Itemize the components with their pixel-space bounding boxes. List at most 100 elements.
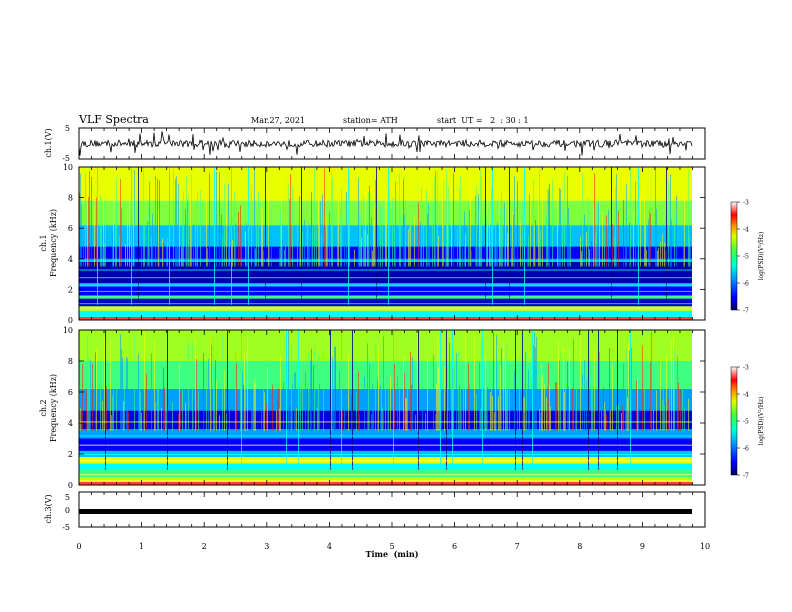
- spectrogram-streak: [656, 390, 657, 431]
- spectrogram-streak: [435, 414, 436, 431]
- spectrogram-streak: [155, 176, 156, 267]
- ch1-spectrogram-yticks: 0 2 4 6 8 10: [63, 163, 705, 325]
- spectrogram-streak: [492, 395, 493, 431]
- spectrogram-streak: [406, 398, 407, 431]
- spectrogram-streak: [316, 216, 317, 267]
- spectrogram-streak: [500, 208, 501, 267]
- spectrogram-streak: [592, 379, 593, 431]
- spectrogram-streak: [283, 382, 284, 431]
- spectrogram-streak: [188, 196, 189, 267]
- spectrogram-streak: [245, 378, 246, 431]
- spectrogram-streak: [665, 250, 666, 267]
- spectrogram-streak: [232, 239, 233, 267]
- ch1-ylabel: ch.1(V): [44, 128, 53, 157]
- spectrogram-streak: [321, 234, 322, 267]
- spectrogram-streak: [427, 358, 428, 431]
- frequency-tick-label: 8: [68, 357, 73, 366]
- spectrogram-streak: [334, 346, 335, 431]
- spectrogram-streak: [658, 247, 659, 267]
- spectrogram-band: [79, 469, 692, 478]
- spectrogram-streak: [254, 170, 255, 267]
- spectrogram-streak: [626, 349, 627, 431]
- spectrogram-streak: [102, 401, 103, 431]
- spectrogram-streak: [581, 251, 582, 267]
- spectrogram-streak: [226, 198, 227, 267]
- spectrogram-streak: [463, 365, 464, 431]
- spectrogram-streak: [129, 193, 130, 267]
- spectrogram-streak: [147, 221, 148, 267]
- spectrogram-streak: [302, 362, 303, 431]
- spectrogram-streak: [429, 241, 430, 267]
- spectrogram-streak: [405, 199, 406, 267]
- spectrogram-streak: [267, 367, 268, 431]
- spectrogram-streak: [393, 330, 394, 470]
- spectrogram-streak: [582, 173, 583, 267]
- ch2-colorbar-label: log(PSD)(V²/Hz): [758, 397, 765, 446]
- spectrogram-streak: [615, 187, 616, 267]
- spectrogram-streak: [671, 219, 672, 267]
- spectrogram-streak: [522, 330, 523, 470]
- spectrogram-streak: [539, 169, 540, 267]
- spectrogram-streak: [280, 354, 281, 431]
- spectrogram-streak: [550, 406, 551, 431]
- ch1-waveform-line: [78, 131, 693, 156]
- spectrogram-streak: [325, 231, 326, 267]
- spectrogram-streak: [112, 231, 113, 267]
- time-tick-label: 2: [202, 542, 207, 551]
- spectrogram-streak: [418, 202, 419, 267]
- time-tick-label: 8: [577, 542, 582, 551]
- spectrogram-streak: [610, 410, 611, 431]
- spectrogram-streak: [158, 364, 159, 431]
- spectrogram-streak: [128, 411, 129, 431]
- ch1-waveform-xticks: [78, 128, 706, 159]
- spectrogram-streak: [412, 356, 413, 431]
- spectrogram-streak: [235, 223, 236, 267]
- spectrogram-streak: [263, 250, 264, 267]
- spectrogram-streak: [504, 201, 505, 267]
- spectrogram-streak: [278, 388, 279, 431]
- spectrogram-streak: [289, 199, 290, 267]
- spectrogram-streak: [154, 340, 155, 431]
- spectrogram-streak: [227, 330, 228, 470]
- spectrogram-streak: [138, 167, 139, 305]
- spectrogram-streak: [426, 189, 427, 267]
- spectrogram-streak: [186, 176, 187, 267]
- spectrogram-streak: [505, 193, 506, 267]
- spectrogram-streak: [646, 249, 647, 267]
- spectrogram-streak: [485, 357, 486, 431]
- spectrogram-streak: [246, 223, 247, 267]
- spectrogram-streak: [309, 236, 310, 267]
- spectrogram-streak: [164, 387, 165, 431]
- spectrogram-streak: [364, 377, 365, 431]
- spectrogram-streak: [228, 183, 229, 267]
- ch3-ytick-mid: 0: [65, 506, 70, 515]
- spectrogram-streak: [438, 365, 439, 431]
- spectrogram-streak: [116, 386, 117, 431]
- spectrogram-streak: [409, 221, 410, 267]
- frequency-tick-label: 2: [68, 285, 73, 294]
- spectrogram-streak: [97, 167, 98, 305]
- spectrogram-streak: [262, 208, 263, 267]
- spectrogram-streak: [570, 222, 571, 267]
- spectrogram-streak: [479, 361, 480, 431]
- spectrogram-streak: [240, 205, 241, 267]
- spectrogram-streak: [596, 203, 597, 267]
- spectrogram-streak: [528, 235, 529, 267]
- spectrogram-streak: [92, 363, 93, 431]
- spectrogram-streak: [261, 407, 262, 431]
- spectrogram-streak: [649, 211, 650, 267]
- spectrogram-streak: [295, 372, 296, 431]
- spectrogram-streak: [499, 201, 500, 267]
- spectrogram-streak: [546, 215, 547, 267]
- spectrogram-streak: [300, 179, 301, 267]
- spectrogram-streak: [533, 345, 534, 431]
- spectrogram-streak: [151, 235, 152, 267]
- spectrogram-streak: [359, 414, 360, 431]
- ch2-spectrogram-yticks: 0 2 4 6 8 10: [63, 326, 705, 490]
- spectrogram-streak: [351, 394, 352, 431]
- spectrogram-streak: [219, 415, 220, 431]
- spectrogram-streak: [342, 410, 343, 431]
- spectrogram-streak: [630, 330, 631, 470]
- spectrogram-streak: [284, 249, 285, 267]
- ch1-waveform-trace: [78, 131, 693, 156]
